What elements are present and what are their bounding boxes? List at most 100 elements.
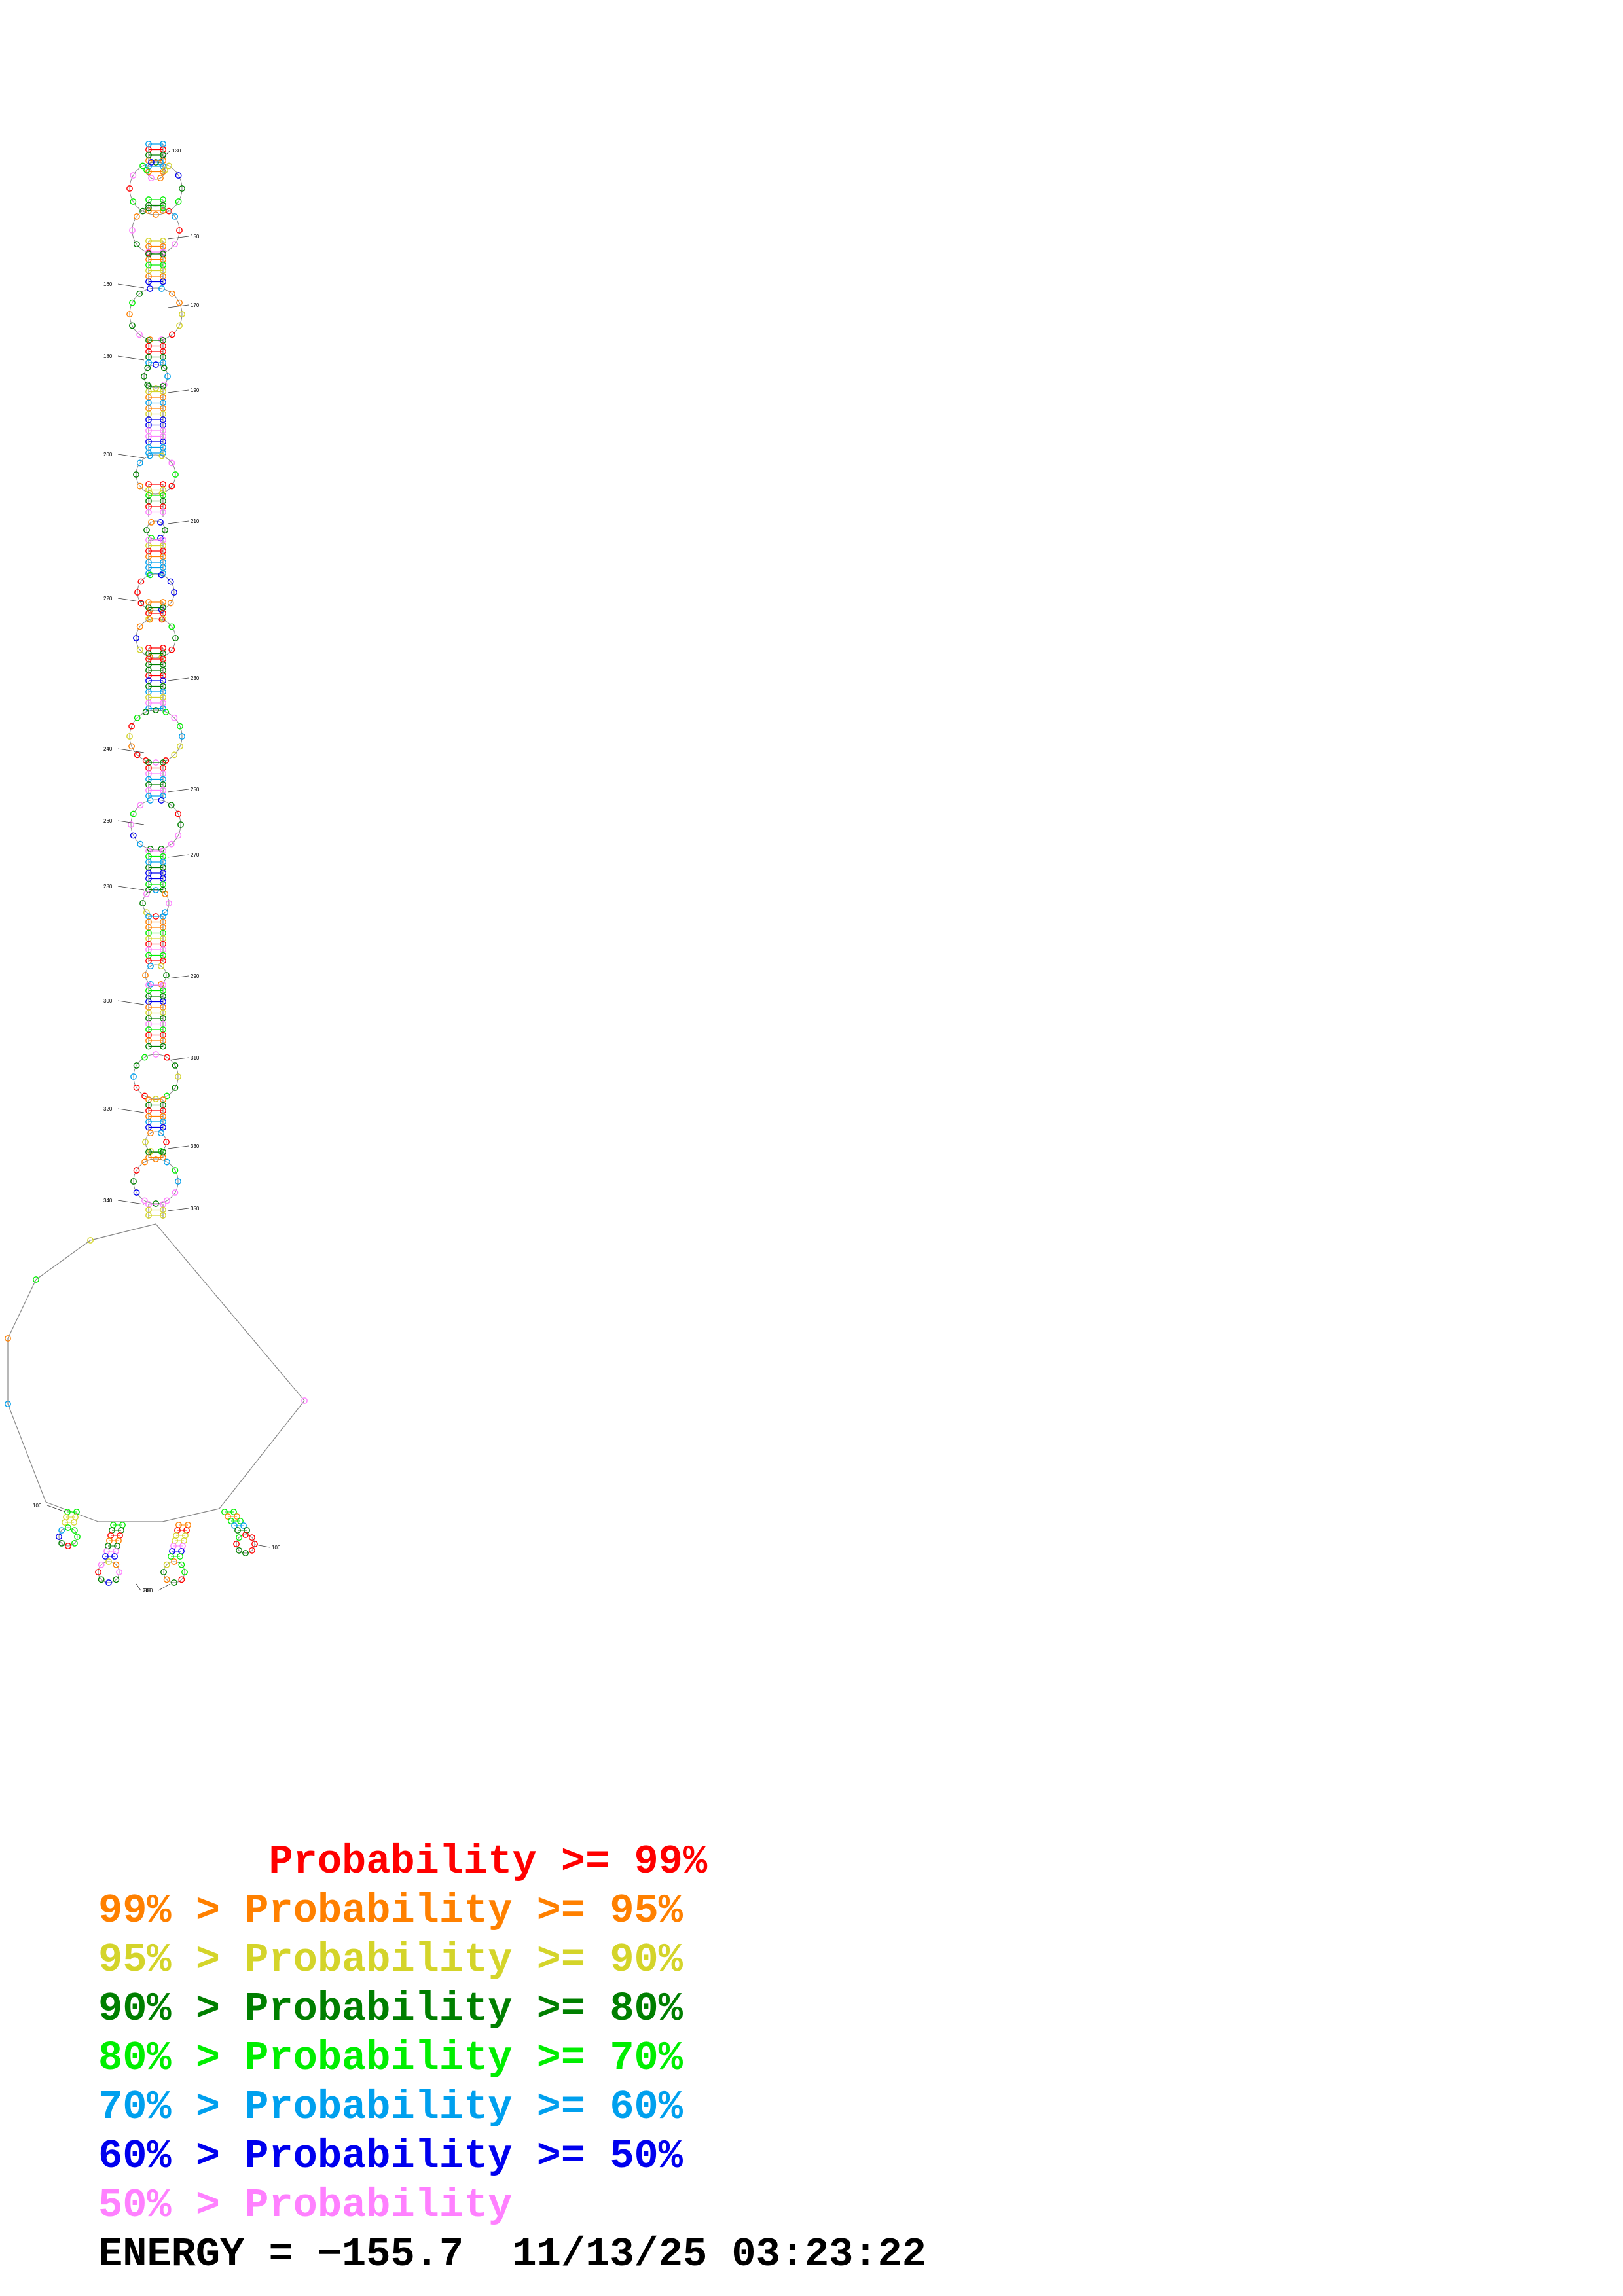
- nucleotide: [162, 167, 168, 173]
- nucleotide: [160, 672, 166, 679]
- nucleotide: [160, 278, 166, 285]
- nucleotide: [133, 1085, 140, 1091]
- nucleotide-number: 290: [191, 973, 200, 979]
- nucleotide-number: 200: [103, 452, 113, 457]
- nucleotide: [129, 227, 136, 234]
- nucleotide-number: 240: [103, 746, 113, 752]
- nucleotide: [158, 452, 166, 459]
- nucleotide: [168, 459, 175, 467]
- nucleotide: [142, 972, 149, 978]
- nucleotide-number: 250: [191, 787, 200, 793]
- nucleotide-number: 170: [191, 302, 200, 308]
- nucleotide-number: 310: [191, 1055, 200, 1061]
- label-tick: [136, 1583, 141, 1591]
- nucleotide: [172, 213, 179, 220]
- nucleotide: [145, 278, 152, 285]
- nucleotide: [105, 1558, 112, 1565]
- nucleotide: [141, 373, 147, 380]
- internal-loop: [145, 1131, 167, 1153]
- nucleotide: [240, 1522, 247, 1529]
- label-tick: [167, 389, 189, 393]
- nucleotide: [145, 1124, 152, 1131]
- nucleotide: [160, 1124, 166, 1131]
- nucleotide: [128, 743, 135, 750]
- label-tick: [117, 886, 145, 891]
- nucleotide: [153, 361, 159, 368]
- nucleotide: [153, 1200, 159, 1207]
- nucleotide: [172, 1062, 179, 1069]
- nucleotide-number: 300: [144, 1588, 153, 1594]
- nucleotide: [168, 802, 175, 809]
- nucleotide: [171, 714, 178, 721]
- nucleotide: [248, 1547, 255, 1554]
- legend-entry-8: 50% > Probability: [98, 2182, 513, 2229]
- nucleotide: [130, 810, 137, 817]
- nucleotide: [58, 1539, 65, 1547]
- internal-loop: [146, 160, 166, 180]
- nucleotide: [158, 616, 166, 623]
- label-tick: [167, 789, 189, 793]
- nucleotide: [177, 1553, 183, 1560]
- nucleotide: [65, 1543, 71, 1549]
- label-tick: [167, 520, 189, 524]
- nucleotide: [147, 846, 154, 852]
- nucleotide: [130, 1073, 137, 1080]
- label-tick: [117, 283, 145, 289]
- label-tick: [117, 748, 145, 753]
- exterior-backbone: [90, 1223, 156, 1241]
- nucleotide: [148, 518, 155, 526]
- nucleotide: [234, 1513, 240, 1520]
- internal-loop: [133, 1158, 179, 1204]
- label-tick: [167, 304, 189, 308]
- label-tick: [117, 598, 145, 603]
- nucleotide: [163, 1139, 170, 1145]
- nucleotide: [168, 623, 175, 630]
- nucleotide: [71, 1539, 78, 1547]
- nucleotide-number: 210: [191, 518, 200, 524]
- internal-loop: [143, 364, 168, 389]
- nucleotide: [147, 285, 153, 292]
- internal-loop: [136, 618, 176, 658]
- nucleotide: [236, 1547, 243, 1554]
- nucleotide: [175, 1178, 181, 1185]
- nucleotide: [136, 646, 143, 653]
- label-tick: [117, 820, 145, 825]
- nucleotide-number: 320: [103, 1106, 113, 1112]
- nucleotide: [5, 1401, 11, 1407]
- nucleotide: [153, 1096, 159, 1102]
- internal-loop: [129, 162, 183, 215]
- label-tick: [167, 1145, 189, 1149]
- nucleotide: [169, 290, 175, 297]
- nucleotide: [105, 1579, 112, 1586]
- nucleotide: [153, 1051, 159, 1058]
- nucleotide: [228, 1518, 234, 1524]
- nucleotide: [145, 672, 152, 679]
- nucleotide: [129, 299, 136, 306]
- nucleotide: [164, 1158, 170, 1166]
- nucleotide: [102, 1553, 109, 1560]
- nucleotide: [133, 1189, 140, 1196]
- nucleotide: [231, 1522, 238, 1529]
- nucleotide: [230, 1509, 237, 1515]
- nucleotide: [167, 600, 174, 607]
- nucleotide: [179, 733, 185, 740]
- nucleotide-number: 230: [191, 675, 200, 681]
- nucleotide: [160, 1569, 167, 1575]
- nucleotide: [177, 743, 183, 750]
- label-tick: [167, 1057, 189, 1061]
- nucleotide: [145, 570, 152, 577]
- exterior-backbone: [35, 1240, 91, 1280]
- nucleotide: [144, 365, 151, 372]
- nucleotide: [179, 311, 185, 317]
- nucleotide: [146, 452, 153, 459]
- nucleotide: [33, 1276, 39, 1283]
- nucleotide: [129, 322, 136, 329]
- nucleotide: [301, 1397, 308, 1404]
- label-tick: [117, 454, 145, 459]
- nucleotide: [143, 909, 150, 916]
- internal-loop: [98, 1561, 120, 1583]
- label-tick: [159, 150, 171, 162]
- nucleotide: [148, 175, 155, 182]
- label-tick: [167, 236, 189, 240]
- nucleotide: [171, 1579, 177, 1586]
